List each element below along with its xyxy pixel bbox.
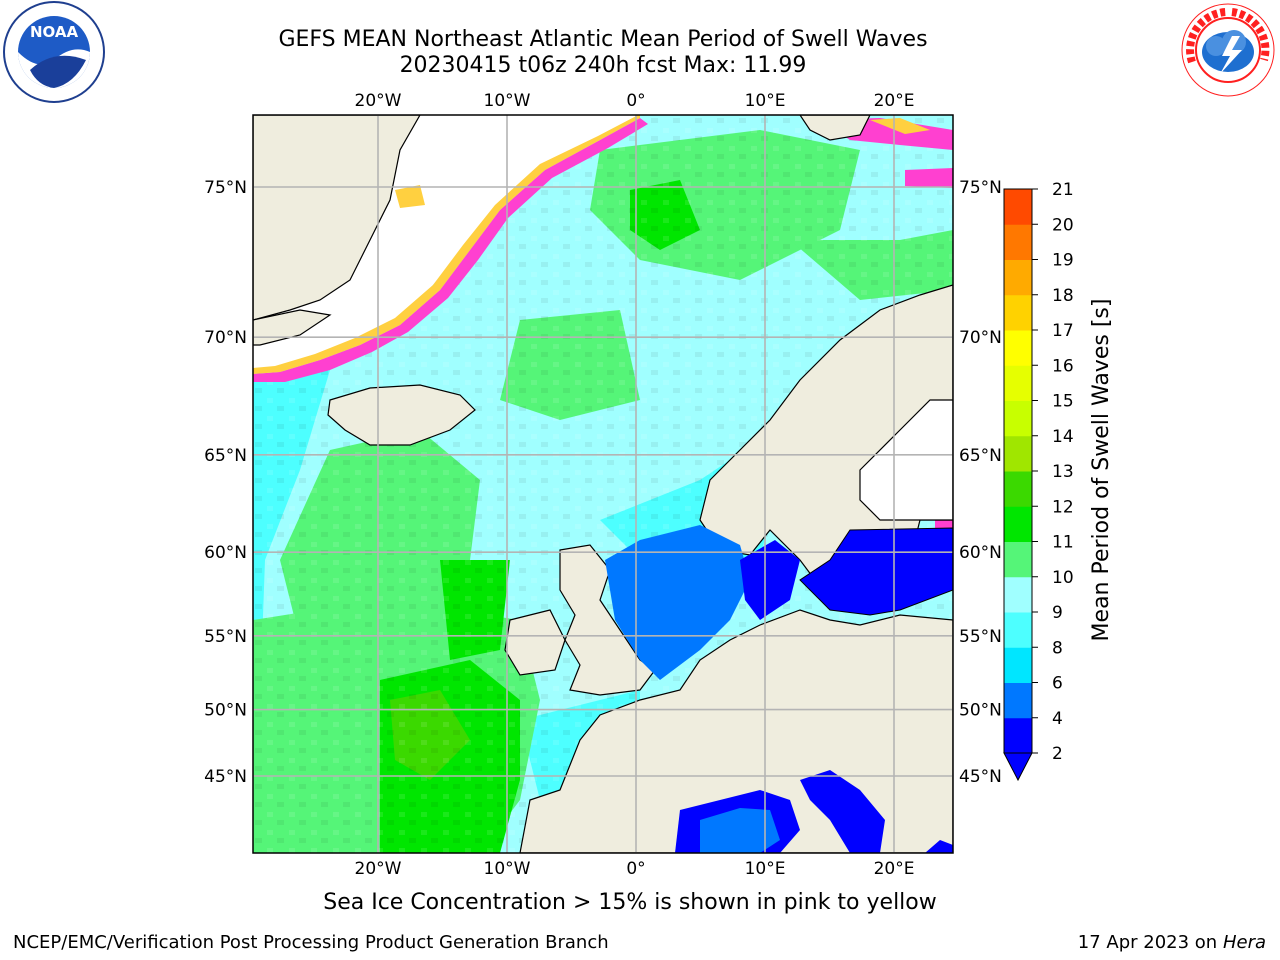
colorbar-segment [1004, 365, 1032, 401]
colorbar-segment [1004, 647, 1032, 683]
lat-tick-label-right: 65°N [959, 446, 1002, 466]
colorbar-segment [1004, 682, 1032, 719]
colorbar-segment [1004, 576, 1032, 613]
colorbar-label: Mean Period of Swell Waves [s] [1089, 299, 1114, 642]
colorbar-segment [1004, 400, 1032, 437]
lat-tick-label-left: 55°N [204, 627, 247, 647]
colorbar-tick-label: 6 [1052, 674, 1063, 694]
colorbar-tick-label: 14 [1052, 427, 1074, 447]
colorbar-extend-arrow [1003, 752, 1033, 782]
lon-tick-label-top: 20°W [355, 91, 402, 111]
colorbar-segment [1004, 612, 1032, 648]
colorbar-segment [1004, 189, 1032, 225]
map-graticule [253, 115, 953, 853]
colorbar-segment [1004, 294, 1032, 331]
colorbar-tick-label: 11 [1052, 533, 1074, 553]
lon-tick-label-top: 10°E [745, 91, 786, 111]
lat-tick-label-left: 75°N [204, 178, 247, 198]
colorbar-segment [1004, 541, 1032, 578]
colorbar-tick-label: 4 [1052, 709, 1063, 729]
colorbar-segment [1004, 471, 1032, 507]
lat-tick-label-right: 50°N [959, 701, 1002, 721]
lat-tick-label-right: 45°N [959, 767, 1002, 787]
colorbar-segment [1004, 506, 1032, 542]
lon-tick-label-bottom: 0° [626, 859, 645, 879]
footer-host: Hera [1222, 932, 1266, 953]
colorbar-tick-label: 13 [1052, 462, 1074, 482]
map-title: GEFS MEAN Northeast Atlantic Mean Period… [278, 27, 928, 52]
lon-tick-label-top: 10°W [484, 91, 531, 111]
lat-tick-label-right: 60°N [959, 543, 1002, 563]
colorbar-tick-label: 9 [1052, 603, 1063, 623]
nws-logo-icon [1181, 3, 1275, 97]
lon-tick-label-bottom: 10°W [484, 859, 531, 879]
lon-tick-label-bottom: 20°W [355, 859, 402, 879]
colorbar-segment [1004, 330, 1032, 366]
colorbar-segment [1004, 435, 1032, 472]
lon-tick-label-bottom: 10°E [745, 859, 786, 879]
colorbar-tick-label: 2 [1052, 744, 1063, 764]
lat-tick-label-left: 45°N [204, 767, 247, 787]
colorbar-tick-label: 19 [1052, 251, 1074, 271]
lon-tick-label-bottom: 20°E [874, 859, 915, 879]
lat-tick-label-right: 75°N [959, 178, 1002, 198]
colorbar-tick-label: 15 [1052, 392, 1074, 412]
colorbar-tick-label: 18 [1052, 286, 1074, 306]
colorbar-segment [1004, 259, 1032, 296]
colorbar-tick-label: 17 [1052, 321, 1074, 341]
colorbar-tick-label: 8 [1052, 638, 1063, 658]
colorbar-tick-label: 16 [1052, 356, 1074, 376]
sea-ice-caption: Sea Ice Concentration > 15% is shown in … [323, 890, 937, 915]
lat-tick-label-right: 70°N [959, 328, 1002, 348]
lat-tick-label-left: 50°N [204, 701, 247, 721]
colorbar-tick-label: 20 [1052, 215, 1074, 235]
lat-tick-label-left: 60°N [204, 543, 247, 563]
footer-credit: NCEP/EMC/Verification Post Processing Pr… [13, 932, 609, 953]
colorbar-tick-label: 12 [1052, 497, 1074, 517]
colorbar-tick-label: 21 [1052, 180, 1074, 200]
colorbar-segment [1004, 717, 1032, 754]
lon-tick-label-top: 0° [626, 91, 645, 111]
footer-date: 17 Apr 2023 on Hera [1078, 932, 1266, 953]
lat-tick-label-left: 70°N [204, 328, 247, 348]
noaa-logo-icon: NOAA [3, 1, 105, 103]
lat-tick-label-right: 55°N [959, 627, 1002, 647]
map-frame [252, 114, 954, 854]
colorbar-tick-label: 10 [1052, 568, 1074, 588]
lat-tick-label-left: 65°N [204, 446, 247, 466]
svg-text:NOAA: NOAA [30, 23, 79, 41]
colorbar: 2 4 6 8 9 10 11 12 13 14 15 16 17 18 19 20 21 [1003, 180, 1074, 782]
footer-date-text: 17 Apr 2023 on [1077, 932, 1223, 953]
colorbar-segment [1004, 224, 1032, 260]
map-subtitle: 20230415 t06z 240h fcst Max: 11.99 [399, 53, 807, 78]
lon-tick-label-top: 20°E [874, 91, 915, 111]
